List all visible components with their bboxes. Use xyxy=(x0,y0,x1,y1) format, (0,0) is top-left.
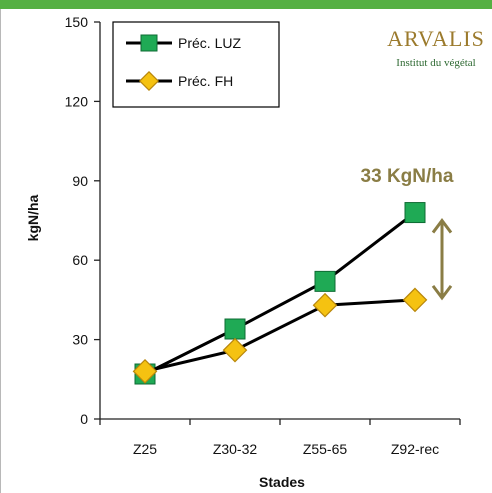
series-line xyxy=(144,298,416,373)
series-layer xyxy=(132,202,428,385)
y-tick-label: 150 xyxy=(65,14,89,30)
point-square xyxy=(314,270,336,292)
y-tick-label: 0 xyxy=(80,411,88,427)
x-tick-label: Z25 xyxy=(133,441,157,457)
series-line xyxy=(144,211,416,376)
left-edge-line xyxy=(0,9,1,493)
point-diamond xyxy=(138,70,160,92)
point-diamond xyxy=(312,292,338,318)
annotation-arrow-head-up xyxy=(431,218,453,234)
point-square xyxy=(404,202,426,224)
x-tick-label: Z30-32 xyxy=(213,441,258,457)
y-tick-label: 90 xyxy=(72,173,88,189)
point-square xyxy=(224,318,246,340)
y-axis-title: kgN/ha xyxy=(25,194,41,241)
legend-label: Préc. LUZ xyxy=(178,35,241,51)
y-tick-label: 120 xyxy=(65,93,89,109)
logo-wordmark: ARVALIS xyxy=(387,26,485,51)
difference-annotation: 33 KgN/ha xyxy=(361,166,454,301)
top-accent-bar xyxy=(0,0,492,9)
point-diamond xyxy=(222,337,248,363)
point-diamond xyxy=(402,287,428,313)
legend-item: Préc. LUZ xyxy=(126,34,241,52)
y-tick-label: 60 xyxy=(72,252,88,268)
series-2 xyxy=(132,287,428,384)
point-square xyxy=(140,34,158,52)
x-axis: Z25 Z30-32 Z55-65 Z92-rec xyxy=(99,418,461,457)
x-tick-label: Z92-rec xyxy=(391,441,439,457)
annotation-label: 33 KgN/ha xyxy=(361,166,454,187)
legend-label: Préc. FH xyxy=(178,73,233,89)
y-tick-label: 30 xyxy=(72,332,88,348)
x-tick-label: Z55-65 xyxy=(303,441,348,457)
logo-tagline: Institut du végétal xyxy=(396,57,475,69)
y-axis: 0 30 60 90 120 150 xyxy=(65,14,101,427)
legend: Préc. LUZ Préc. FH xyxy=(112,21,280,108)
legend-item: Préc. FH xyxy=(126,70,233,92)
x-axis-title: Stades xyxy=(259,474,305,490)
point-diamond xyxy=(132,359,158,384)
annotation-arrow-head-down xyxy=(431,284,453,301)
arvalis-logo: ARVALIS Institut du végétal xyxy=(387,26,485,69)
series-1 xyxy=(134,202,426,385)
